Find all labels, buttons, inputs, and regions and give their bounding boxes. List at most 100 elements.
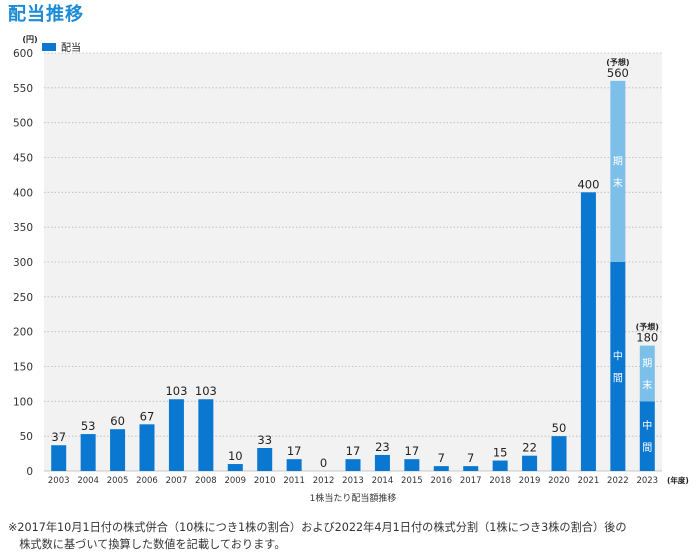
bar xyxy=(80,434,96,471)
grid-lines xyxy=(44,52,662,472)
data-label: 103 xyxy=(195,384,217,398)
bar-interim xyxy=(639,401,655,471)
x-tick-label: 2021 xyxy=(578,476,600,486)
footnote: ※2017年10月1日付の株式併合（10株につき1株の割合）および2022年4月… xyxy=(8,521,627,551)
bar xyxy=(168,399,184,471)
data-label: 560 xyxy=(607,66,629,80)
bar xyxy=(227,464,243,471)
data-label: 15 xyxy=(493,446,508,460)
data-label: 17 xyxy=(287,444,302,458)
x-tick-label: 2007 xyxy=(166,476,188,486)
bar-final xyxy=(639,345,655,402)
x-tick-label: 2015 xyxy=(401,476,423,486)
data-label: 7 xyxy=(467,451,474,465)
x-tick-label: 2022 xyxy=(607,476,629,486)
x-tick-label: 2010 xyxy=(254,476,276,486)
bar-interim xyxy=(610,262,626,471)
y-tick-label: 400 xyxy=(13,187,33,199)
y-tick-label: 550 xyxy=(13,83,33,95)
y-tick-label: 100 xyxy=(13,396,33,408)
bar xyxy=(522,455,538,471)
bar-interim-label: 中 xyxy=(642,419,652,432)
bar-final-label: 期 xyxy=(642,357,652,369)
bar xyxy=(463,466,479,471)
y-tick-label: 500 xyxy=(13,118,33,130)
x-axis-label: 1株当たり配当額推移 xyxy=(310,492,397,504)
y-tick-label: 50 xyxy=(20,431,33,443)
x-axis-unit: (年度) xyxy=(667,475,689,485)
x-axis-tick-labels: 2003 2004 2005 2006 2007 2008 2009 2010 2011 2012… xyxy=(48,476,658,486)
data-label: 7 xyxy=(438,451,445,465)
bar xyxy=(433,466,449,471)
x-tick-label: 2017 xyxy=(460,476,482,486)
bar xyxy=(286,459,302,471)
x-tick-label: 2003 xyxy=(48,476,70,486)
y-tick-label: 300 xyxy=(13,257,33,269)
bar xyxy=(110,429,126,471)
bar-interim-label: 間 xyxy=(613,373,623,385)
bar-final xyxy=(610,80,626,262)
bar xyxy=(580,192,596,472)
bar xyxy=(551,436,567,471)
x-tick-label: 2006 xyxy=(136,476,158,486)
bar-interim-label: 中 xyxy=(613,350,623,363)
bar xyxy=(257,448,273,471)
x-tick-label: 2013 xyxy=(342,476,364,486)
bars xyxy=(51,80,655,472)
bar xyxy=(51,445,67,471)
data-label: 17 xyxy=(346,444,361,458)
y-tick-label: 0 xyxy=(26,466,33,478)
data-label: 10 xyxy=(228,449,243,463)
forecast-note: (予想) xyxy=(636,322,659,332)
x-tick-label: 2011 xyxy=(283,476,305,486)
bar xyxy=(198,399,214,471)
legend-swatch xyxy=(42,43,56,51)
data-label: 23 xyxy=(375,440,390,454)
x-tick-label: 2016 xyxy=(430,476,452,486)
y-axis-tick-labels: 0 50 100 150 200 250 300 350 400 450 500 550 600 xyxy=(13,48,33,478)
bar-interim-label: 間 xyxy=(642,442,652,454)
page-title: 配当推移 xyxy=(8,4,84,25)
x-tick-label: 2008 xyxy=(195,476,217,486)
x-tick-label: 2014 xyxy=(372,476,394,486)
data-label: 37 xyxy=(51,430,66,444)
bar-final-label: 期 xyxy=(613,155,623,167)
data-label: 0 xyxy=(320,456,327,470)
data-label: 50 xyxy=(552,421,567,435)
data-label: 60 xyxy=(110,414,125,428)
bar xyxy=(139,424,155,471)
x-tick-label: 2005 xyxy=(107,476,129,486)
data-label: 103 xyxy=(165,384,187,398)
y-tick-label: 350 xyxy=(13,222,33,234)
data-label: 180 xyxy=(636,331,658,345)
y-tick-label: 250 xyxy=(13,292,33,304)
x-tick-label: 2018 xyxy=(489,476,511,486)
x-tick-label: 2020 xyxy=(548,476,570,486)
legend-label: 配当 xyxy=(61,41,81,54)
y-tick-label: 600 xyxy=(13,48,33,60)
data-label: 22 xyxy=(522,441,537,455)
data-label: 33 xyxy=(257,433,272,447)
data-label: 17 xyxy=(405,444,420,458)
bar xyxy=(404,459,420,471)
y-tick-label: 200 xyxy=(13,327,33,339)
x-tick-label: 2009 xyxy=(224,476,246,486)
x-tick-label: 2023 xyxy=(636,476,658,486)
data-label: 53 xyxy=(81,419,96,433)
forecast-note: (予想) xyxy=(606,57,629,67)
data-label: 400 xyxy=(577,177,599,191)
bar-final-label: 末 xyxy=(642,378,652,391)
x-tick-label: 2004 xyxy=(77,476,99,486)
bar xyxy=(492,460,508,471)
bar xyxy=(374,454,390,471)
x-tick-label: 2012 xyxy=(313,476,335,486)
bar-final-label: 末 xyxy=(613,176,623,189)
y-tick-label: 150 xyxy=(13,362,33,374)
bar xyxy=(345,459,361,471)
data-label: 67 xyxy=(140,409,155,423)
y-axis-unit: (円) xyxy=(22,35,37,44)
x-tick-label: 2019 xyxy=(519,476,541,486)
y-tick-label: 450 xyxy=(13,153,33,165)
